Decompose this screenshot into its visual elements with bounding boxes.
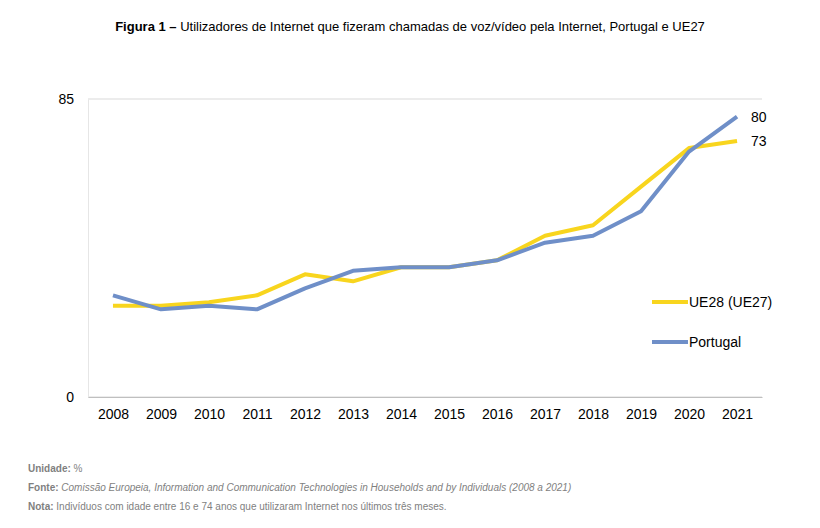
grid-line [88, 397, 762, 398]
x-tick-label: 2013 [338, 406, 369, 422]
x-tick: 2021 [722, 397, 753, 422]
x-tick: 2020 [674, 397, 705, 422]
x-tick-label: 2021 [722, 406, 753, 422]
x-tick-label: 2018 [578, 406, 609, 422]
footnote: Nota: Indivíduos com idade entre 16 e 74… [28, 501, 447, 512]
footnote-label: Fonte: [28, 482, 59, 493]
footnote-label: Unidade: [28, 463, 71, 474]
x-tick: 2018 [578, 397, 609, 422]
footnote-text: Comissão Europeia, Information and Commu… [61, 482, 571, 493]
x-tick-label: 2020 [674, 406, 705, 422]
x-tick: 2010 [194, 397, 225, 422]
x-tick-label: 2014 [386, 406, 417, 422]
x-axis-line [89, 397, 763, 398]
x-tick-label: 2017 [530, 406, 561, 422]
footnote-text: Indivíduos com idade entre 16 e 74 anos … [56, 501, 446, 512]
x-tick-label: 2008 [98, 406, 129, 422]
grid [88, 99, 762, 397]
x-tick-label: 2015 [434, 406, 465, 422]
y-axis-line [88, 100, 89, 398]
x-tick-label: 2009 [146, 406, 177, 422]
x-tick: 2019 [626, 397, 657, 422]
line [113, 141, 737, 306]
y-tick-label: 85 [58, 91, 74, 107]
y-tick: 85 [58, 91, 88, 107]
x-tick-label: 2019 [626, 406, 657, 422]
footnote-label: Nota: [28, 501, 54, 512]
x-tick: 2015 [434, 397, 465, 422]
legend-swatch [652, 300, 688, 304]
title-prefix: Figura 1 – [115, 19, 176, 34]
grid-line [88, 99, 762, 100]
data-label: 80 [751, 109, 767, 125]
title: Figura 1 – Utilizadores de Internet que … [115, 19, 705, 34]
x-tick-label: 2011 [242, 406, 272, 422]
legend-label: UE28 (UE27) [689, 294, 772, 310]
x-tick: 2011 [242, 397, 272, 422]
footnotes: Unidade: % Fonte: Comissão Europeia, Info… [28, 463, 571, 512]
y-tick-label: 0 [66, 389, 74, 405]
x-tick: 2008 [98, 397, 129, 422]
footnote-text: % [74, 463, 83, 474]
legend-swatch [652, 340, 688, 344]
x-tick-label: 2012 [290, 406, 321, 422]
x-tick-label: 2016 [482, 406, 513, 422]
footnote: Fonte: Comissão Europeia, Information an… [28, 482, 571, 493]
data-label: 73 [751, 133, 767, 149]
line [113, 117, 737, 310]
y-tick: 0 [66, 389, 88, 405]
x-tick: 2016 [482, 397, 513, 422]
plot-area [113, 117, 737, 310]
x-tick-label: 2010 [194, 406, 225, 422]
footnote: Unidade: % [28, 463, 83, 474]
y-axis: 0 85 [58, 91, 88, 405]
x-tick: 2014 [386, 397, 417, 422]
x-tick: 2017 [530, 397, 561, 422]
x-tick: 2013 [338, 397, 369, 422]
subtitle: Utilizadores de Internet que fizeram cha… [180, 19, 705, 34]
legend: UE28 (UE27) Portugal [652, 294, 772, 350]
chart: Figura 1 – Utilizadores de Internet que … [0, 0, 820, 528]
x-tick: 2012 [290, 397, 321, 422]
data-labels: 73 80 [751, 109, 767, 150]
x-axis: 2008 2009 2010 2011 2012 2013 2014 2015 2016 2017… [89, 397, 763, 422]
legend-label: Portugal [689, 334, 741, 350]
x-tick: 2009 [146, 397, 177, 422]
